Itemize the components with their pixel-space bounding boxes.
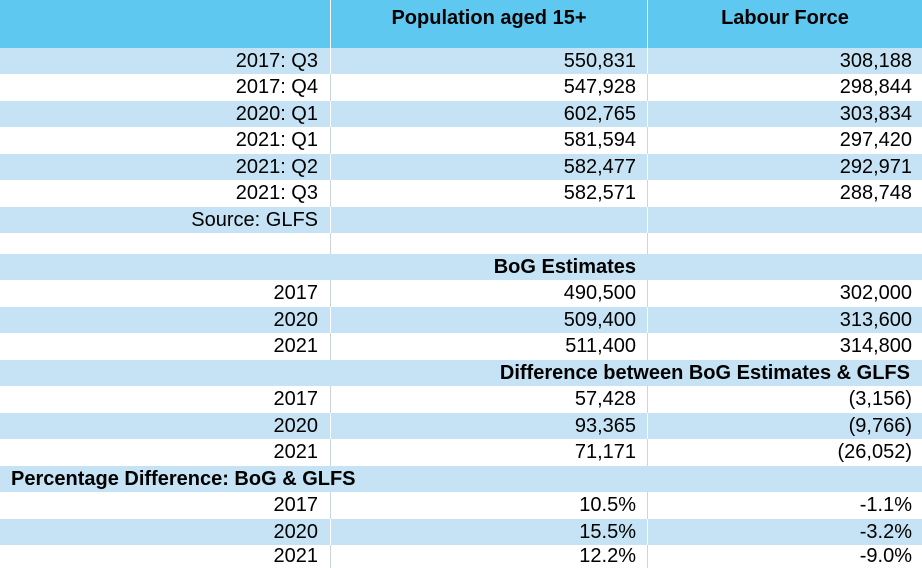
labour-value: 292,971: [839, 156, 912, 178]
labour-value: 303,834: [839, 103, 912, 125]
row-label: 2017: [273, 282, 319, 304]
labour-value: (9,766): [848, 415, 912, 437]
table-row: 2021: Q1 581,594 297,420: [0, 127, 922, 154]
population-value: 547,928: [563, 76, 636, 98]
table-row: 2021 12.2% -9.0%: [0, 545, 922, 568]
labour-value: -9.0%: [859, 545, 912, 567]
labour-value: 288,748: [839, 182, 912, 204]
population-value: 509,400: [563, 309, 636, 331]
table-row: 2021 71,171 (26,052): [0, 439, 922, 466]
population-value: 582,477: [563, 156, 636, 178]
row-label: 2021: Q3: [235, 182, 318, 204]
column-header-population: Population aged 15+: [391, 7, 587, 29]
labour-value: (26,052): [837, 441, 913, 463]
section-title-row: Difference between BoG Estimates & GLFS: [0, 360, 922, 386]
row-label: 2021: [273, 441, 319, 463]
table-row: 2020 509,400 313,600: [0, 307, 922, 333]
table-row: 2017: Q4 547,928 298,844: [0, 74, 922, 101]
column-header-labour-force: Labour Force: [721, 7, 849, 29]
table-row: 2021 511,400 314,800: [0, 333, 922, 360]
divider: [330, 0, 331, 48]
table-row: 2021: Q3 582,571 288,748: [0, 180, 922, 207]
table-row: 2017: Q3 550,831 308,188: [0, 48, 922, 74]
labour-value: -3.2%: [859, 521, 912, 543]
table-row: 2020 93,365 (9,766): [0, 413, 922, 439]
labour-value: 314,800: [839, 335, 912, 357]
table-row: 2021: Q2 582,477 292,971: [0, 154, 922, 180]
row-label: 2021: [273, 335, 319, 357]
population-value: 93,365: [574, 415, 636, 437]
source-note: Source: GLFS: [191, 209, 318, 231]
row-label: 2020: [273, 521, 319, 543]
labour-value: 298,844: [839, 76, 912, 98]
row-label: 2020: Q1: [235, 103, 318, 125]
table-row: 2020 15.5% -3.2%: [0, 519, 922, 545]
labour-value: 302,000: [839, 282, 912, 304]
section-title-row: BoG Estimates: [0, 254, 922, 280]
table-row: 2020: Q1 602,765 303,834: [0, 101, 922, 127]
section-title-row: Percentage Difference: BoG & GLFS: [0, 466, 922, 492]
row-label: 2017: Q3: [235, 50, 318, 72]
population-value: 15.5%: [579, 521, 636, 543]
population-value: 10.5%: [579, 494, 636, 516]
divider: [647, 0, 648, 48]
table-row: 2017 10.5% -1.1%: [0, 492, 922, 519]
source-row: Source: GLFS: [0, 207, 922, 233]
population-value: 602,765: [563, 103, 636, 125]
row-label: 2017: Q4: [235, 76, 318, 98]
table-row: 2017 490,500 302,000: [0, 280, 922, 307]
labour-value: 313,600: [839, 309, 912, 331]
labour-value: 308,188: [839, 50, 912, 72]
labour-value: 297,420: [839, 129, 912, 151]
row-label: 2017: [273, 494, 319, 516]
table-row: 2017 57,428 (3,156): [0, 386, 922, 413]
population-value: 582,571: [563, 182, 636, 204]
population-value: 490,500: [563, 282, 636, 304]
row-label: 2021: Q1: [235, 129, 318, 151]
labour-value: -1.1%: [859, 494, 912, 516]
population-value: 57,428: [574, 388, 636, 410]
population-value: 12.2%: [579, 545, 636, 567]
row-label: 2021: Q2: [235, 156, 318, 178]
labour-value: (3,156): [848, 388, 912, 410]
section-title-difference: Difference between BoG Estimates & GLFS: [499, 362, 910, 384]
section-title-bog-estimates: BoG Estimates: [493, 256, 636, 278]
population-value: 581,594: [563, 129, 636, 151]
empty-row: [0, 233, 922, 254]
row-label: 2020: [273, 309, 319, 331]
population-value: 550,831: [563, 50, 636, 72]
header-row: Population aged 15+ Labour Force: [0, 0, 922, 48]
population-value: 511,400: [565, 335, 636, 357]
row-label: 2017: [273, 388, 319, 410]
row-label: 2020: [273, 415, 319, 437]
section-title-percentage-difference: Percentage Difference: BoG & GLFS: [11, 468, 356, 490]
population-value: 71,171: [574, 441, 636, 463]
row-label: 2021: [273, 545, 319, 567]
